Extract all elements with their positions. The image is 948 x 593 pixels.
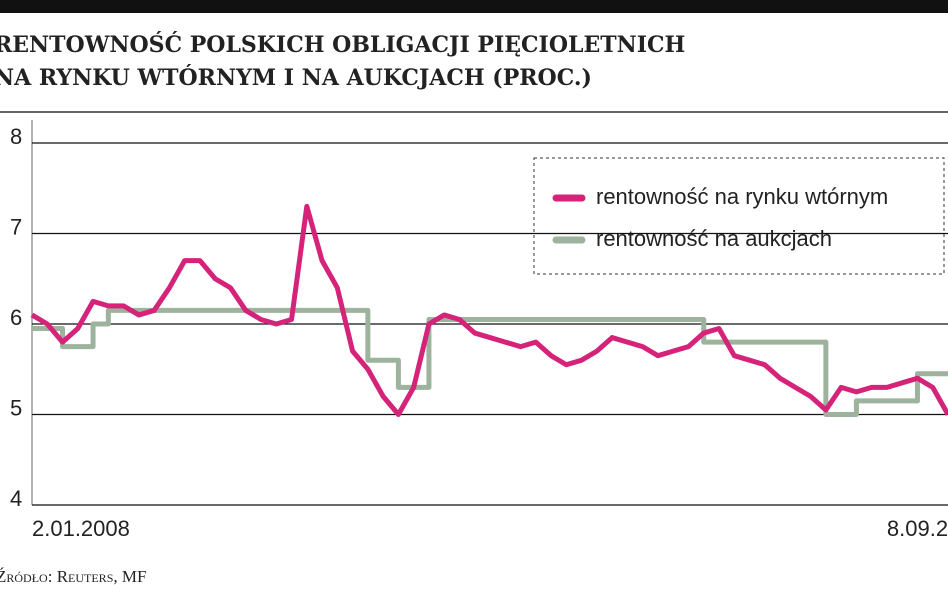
y-tick-label: 7 [10,214,22,239]
source: Źródło: Reuters, MF [0,567,146,586]
chart-subtitle: NA RYNKU WTÓRNYM I NA AUKCJACH (PROC.) [0,64,592,91]
top-bar [0,0,948,13]
series-line [32,307,948,417]
legend-label: rentowność na rynku wtórnym [596,184,888,209]
x-tick-label: 8.09.2010 [887,516,948,541]
legend-label: rentowność na aukcjach [596,226,832,251]
series-line [30,203,948,417]
y-tick-label: 4 [10,486,22,511]
y-tick-label: 5 [10,395,22,420]
y-tick-label: 6 [10,305,22,330]
x-tick-label: 2.01.2008 [32,516,130,541]
chart-title: RENTOWNOŚĆ POLSKICH OBLIGACJI PIĘCIOLETN… [0,31,685,58]
y-tick-label: 8 [10,124,22,149]
legend-box [533,157,945,275]
